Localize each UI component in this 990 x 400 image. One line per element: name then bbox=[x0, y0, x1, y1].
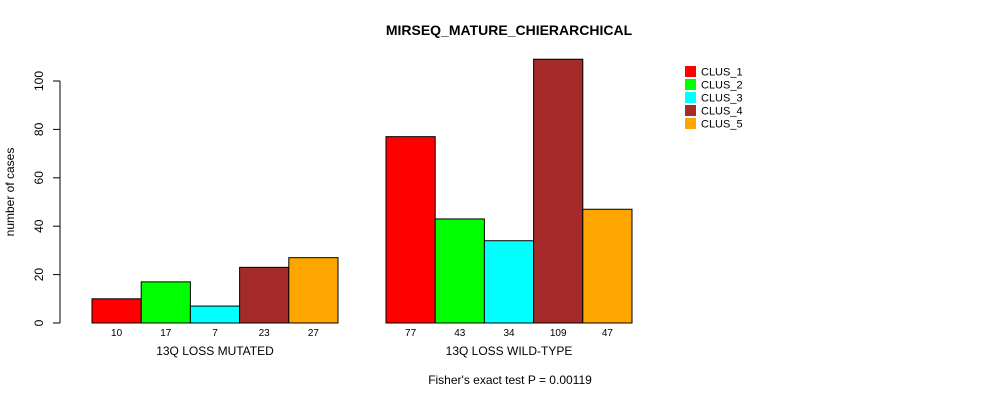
category-label-1: 13Q LOSS MUTATED bbox=[156, 344, 274, 358]
bar-clus-2-group-2 bbox=[434, 218, 485, 324]
count-label-clus-5-group-1: 27 bbox=[308, 328, 320, 339]
y-tick-label-80: 80 bbox=[32, 122, 46, 136]
chart-title: MIRSEQ_MATURE_CHIERARCHICAL bbox=[386, 22, 633, 38]
y-tick-label-40: 40 bbox=[32, 219, 46, 233]
legend-swatch-clus-1 bbox=[685, 66, 696, 77]
legend-label-clus-2: CLUS_2 bbox=[701, 80, 743, 92]
bars-group bbox=[91, 58, 633, 324]
bar-clus-5-group-2 bbox=[582, 208, 633, 324]
bar-clus-5-group-1 bbox=[288, 257, 339, 324]
category-labels-group: 13Q LOSS MUTATED 13Q LOSS WILD-TYPE bbox=[156, 344, 572, 358]
count-label-clus-1-group-1: 10 bbox=[111, 328, 123, 339]
bar-clus-1-group-2 bbox=[385, 136, 436, 324]
bar-clus-3-group-2 bbox=[483, 240, 535, 324]
count-labels-group: 10 17 7 23 27 77 43 34 109 47 bbox=[111, 328, 613, 339]
count-label-clus-3-group-1: 7 bbox=[212, 328, 218, 339]
legend-swatch-clus-4 bbox=[685, 105, 696, 116]
legend-label-clus-3: CLUS_3 bbox=[701, 93, 743, 105]
legend-label-clus-1: CLUS_1 bbox=[701, 67, 743, 79]
y-axis: 0 20 40 60 80 100 bbox=[32, 71, 61, 326]
count-label-clus-3-group-2: 34 bbox=[503, 328, 515, 339]
count-label-clus-5-group-2: 47 bbox=[602, 328, 614, 339]
bar-clus-1-group-1 bbox=[91, 298, 142, 324]
legend-label-clus-5: CLUS_5 bbox=[701, 119, 743, 131]
count-label-clus-4-group-1: 23 bbox=[259, 328, 271, 339]
legend-swatch-clus-5 bbox=[685, 118, 696, 129]
y-tick-label-100: 100 bbox=[32, 71, 46, 91]
legend-label-clus-4: CLUS_4 bbox=[701, 106, 743, 118]
count-label-clus-2-group-2: 43 bbox=[454, 328, 466, 339]
bar-clus-4-group-2 bbox=[533, 58, 584, 324]
bar-clus-4-group-1 bbox=[239, 266, 290, 324]
y-axis-label: number of cases bbox=[3, 148, 17, 237]
bar-clus-2-group-1 bbox=[140, 281, 191, 324]
y-tick-label-20: 20 bbox=[32, 268, 46, 282]
count-label-clus-2-group-1: 17 bbox=[160, 328, 172, 339]
legend-swatch-clus-2 bbox=[685, 79, 696, 90]
category-label-2: 13Q LOSS WILD-TYPE bbox=[446, 344, 573, 358]
fisher-test-footnote: Fisher's exact test P = 0.00119 bbox=[428, 373, 592, 387]
y-tick-label-0: 0 bbox=[32, 319, 46, 326]
count-label-clus-1-group-2: 77 bbox=[405, 328, 417, 339]
y-tick-label-60: 60 bbox=[32, 171, 46, 185]
bar-clus-3-group-1 bbox=[189, 305, 241, 324]
count-label-clus-4-group-2: 109 bbox=[550, 328, 567, 339]
legend-swatch-clus-3 bbox=[685, 92, 696, 103]
